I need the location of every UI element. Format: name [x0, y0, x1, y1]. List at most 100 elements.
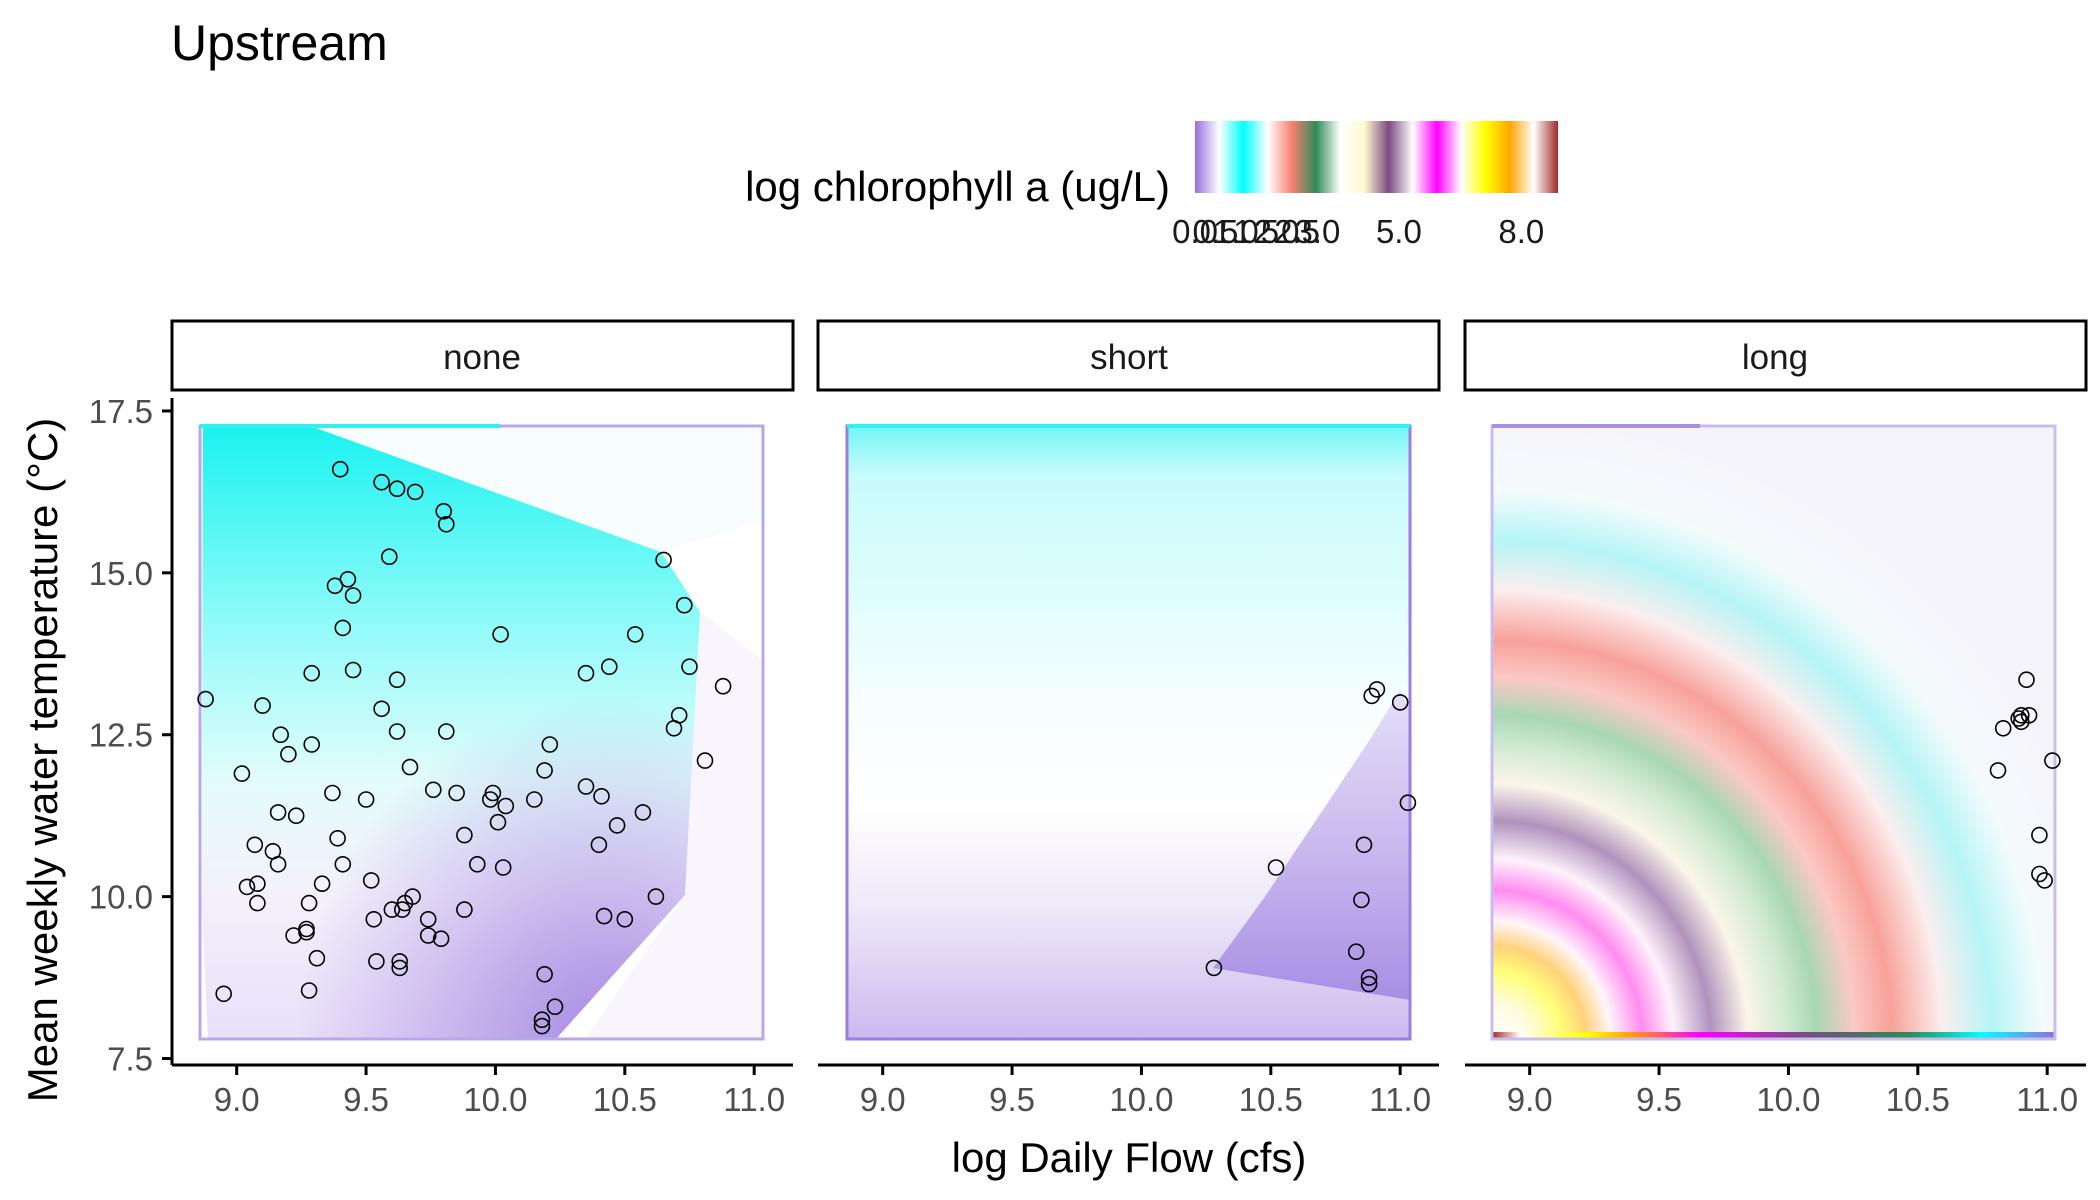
- data-point: [1347, 943, 1365, 961]
- data-point: [2018, 671, 2035, 689]
- data-point: [1989, 762, 2007, 779]
- legend-tick-label: 3.0: [1294, 213, 1340, 250]
- x-tick-label: 9.0: [1507, 1081, 1553, 1118]
- data-point: [419, 927, 437, 944]
- data-point: [1355, 836, 1373, 854]
- data-point: [401, 758, 419, 776]
- data-point: [334, 619, 352, 637]
- data-point: [1353, 891, 1370, 909]
- data-point: [269, 804, 287, 821]
- data-point: [313, 875, 331, 893]
- legend: log chlorophyll a (ug/L) 0.00.51.01.52.0…: [745, 121, 1558, 250]
- data-point: [326, 577, 344, 595]
- x-tick-label: 11.0: [1369, 1081, 1431, 1118]
- y-axis-label: Mean weekly water temperature (°C): [19, 418, 66, 1102]
- x-tick-label: 11.0: [2016, 1081, 2078, 1118]
- legend-tick-label: 5.0: [1376, 213, 1422, 250]
- panel-long-border: [1490, 424, 2057, 1041]
- data-point: [536, 965, 553, 983]
- data-point: [494, 859, 512, 876]
- data-point: [272, 726, 290, 744]
- data-point: [533, 1011, 551, 1029]
- data-point: [484, 784, 502, 802]
- data-point: [388, 723, 406, 740]
- data-point: [432, 930, 450, 948]
- data-point: [404, 888, 421, 905]
- data-point: [303, 664, 321, 682]
- data-point: [595, 907, 613, 925]
- data-point: [254, 697, 271, 714]
- x-tick-label: 9.5: [989, 1081, 1035, 1118]
- x-tick-label: 10.0: [1756, 1081, 1820, 1118]
- x-tick-label: 9.0: [214, 1081, 260, 1118]
- x-tick-label: 10.5: [1239, 1081, 1303, 1118]
- data-point: [456, 901, 473, 918]
- data-point: [448, 784, 465, 802]
- data-point: [533, 1017, 551, 1035]
- data-point: [696, 752, 714, 769]
- data-point: [365, 910, 383, 928]
- data-point: [616, 910, 634, 928]
- x-tick-label: 9.5: [343, 1081, 389, 1118]
- data-point: [536, 762, 553, 779]
- data-point: [675, 596, 693, 614]
- data-point: [380, 548, 398, 566]
- legend-tick-label: 8.0: [1498, 213, 1544, 250]
- data-point: [2013, 706, 2030, 724]
- data-point: [1399, 794, 1417, 812]
- x-tick-label: 9.0: [860, 1081, 906, 1118]
- data-point: [626, 626, 644, 643]
- data-point: [339, 570, 357, 588]
- data-point: [608, 817, 626, 834]
- data-point: [1205, 959, 1223, 977]
- data-point: [391, 959, 409, 977]
- chart-title: Upstream: [171, 15, 388, 71]
- data-point: [590, 836, 608, 854]
- panel-fills: [198, 424, 2057, 1041]
- data-point: [2020, 706, 2038, 724]
- data-point: [647, 888, 665, 905]
- data-point: [593, 787, 610, 805]
- strip-none-label: none: [443, 338, 521, 377]
- data-point: [525, 791, 543, 808]
- strip-none: [170, 319, 795, 392]
- data-point: [577, 778, 595, 795]
- data-point: [1994, 719, 2012, 737]
- data-point: [246, 836, 264, 854]
- data-point: [489, 813, 507, 831]
- data-point: [362, 872, 380, 889]
- data-point: [285, 927, 302, 944]
- strip-long: [1463, 319, 2088, 392]
- legend-tick-label: 0.0: [1172, 213, 1218, 250]
- data-point: [419, 910, 437, 928]
- x-tick-label: 10.5: [1886, 1081, 1950, 1118]
- data-point: [406, 483, 424, 501]
- data-point: [1360, 969, 1378, 986]
- data-point: [329, 829, 346, 847]
- data-point: [468, 855, 486, 873]
- x-tick-label: 11.0: [723, 1081, 785, 1118]
- data-point: [634, 804, 652, 821]
- legend-title: log chlorophyll a (ug/L): [745, 163, 1170, 210]
- data-point: [1391, 694, 1409, 711]
- data-point: [1360, 975, 1378, 993]
- data-point: [249, 875, 266, 893]
- panel-long-fill: [1492, 425, 2055, 1039]
- legend-tick-label: 0.5: [1192, 213, 1238, 250]
- data-point: [249, 894, 266, 912]
- data-point: [577, 664, 595, 682]
- data-point: [344, 587, 362, 604]
- data-point: [269, 855, 287, 873]
- data-point: [388, 480, 406, 498]
- data-point: [331, 460, 349, 478]
- data-point: [670, 706, 688, 724]
- data-point: [492, 626, 509, 643]
- data-point: [1368, 681, 1386, 698]
- data-point: [383, 901, 401, 918]
- data-point: [287, 807, 305, 825]
- data-point: [437, 515, 455, 533]
- data-point: [300, 982, 318, 999]
- strip-short-label: short: [1090, 338, 1168, 377]
- data-point: [456, 826, 473, 844]
- data-point: [344, 661, 362, 679]
